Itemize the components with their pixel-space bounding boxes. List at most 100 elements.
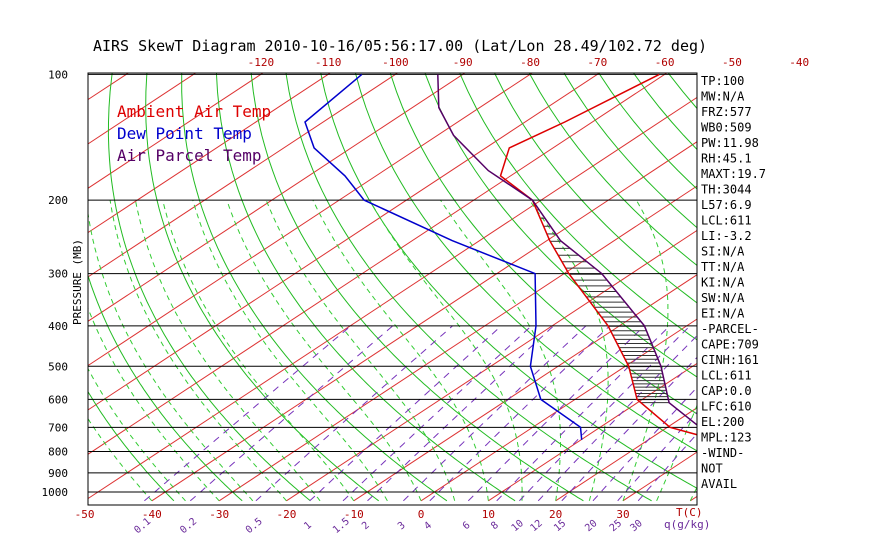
- background-lines: [0, 55, 870, 502]
- dry-adiabat-line: [667, 73, 697, 110]
- dry-adiabat-line: [88, 273, 243, 502]
- top-temp-tick-label: -60: [655, 56, 675, 69]
- isotherm-line: [88, 73, 601, 411]
- index-entry: MPL:123: [701, 431, 752, 445]
- pressure-tick-label: 100: [48, 68, 68, 81]
- moist-adiabat-line: [162, 199, 355, 502]
- dry-adiabat-line: [791, 55, 870, 501]
- pressure-tick-label: 900: [48, 467, 68, 480]
- axis-ticks: 0.1 0.2 0.5 1 1.5 2 3 4 6 8 10 12 15 20 25 301002003004…: [42, 56, 810, 536]
- bottom-temp-tick-label: 0: [418, 508, 425, 521]
- moist-adiabat-line: [622, 199, 669, 501]
- top-temp-tick-label: -40: [789, 56, 809, 69]
- index-entry: L57:6.9: [701, 198, 752, 212]
- mixing-ratio-tick-label: 8: [489, 520, 501, 532]
- index-entry: WB0:509: [701, 121, 752, 135]
- index-entry: PW:11.98: [701, 136, 759, 150]
- index-entry: CAPE:709: [701, 338, 759, 352]
- moist-adiabat-line: [88, 417, 153, 502]
- bottom-temp-tick-label: -20: [277, 508, 297, 521]
- index-entry: KI:N/A: [701, 276, 745, 290]
- dry-adiabat-line: [757, 55, 870, 501]
- moist-adiabat-line: [528, 199, 609, 501]
- legend-entry: Air Parcel Temp: [117, 146, 262, 165]
- mixing-ratio-tick-label: 4: [422, 520, 434, 532]
- index-entry: CINH:161: [701, 353, 759, 367]
- dry-adiabat-line: [320, 73, 697, 489]
- mixing-ratio-line: [561, 356, 697, 502]
- mixing-ratio-line: [496, 325, 671, 502]
- mixing-ratio-line: [144, 325, 352, 502]
- mixing-ratio-tick-label: 1: [302, 520, 314, 532]
- moist-adiabat-line: [369, 199, 523, 501]
- dry-adiabat-line: [459, 73, 697, 341]
- top-temp-tick-label: -100: [382, 56, 409, 69]
- mixing-ratio-line: [617, 411, 697, 502]
- isotherm-line: [0, 55, 21, 501]
- pressure-tick-label: 800: [48, 446, 68, 459]
- isotherm-line: [88, 73, 332, 234]
- isobars: [88, 73, 697, 493]
- dry-adiabat-line: [494, 73, 697, 304]
- profile-line: [499, 73, 697, 436]
- moist-adiabat-line: [192, 199, 388, 502]
- dry-adiabat-line: [354, 73, 697, 452]
- mixing-ratio-tick-label: 6: [461, 520, 473, 532]
- pressure-tick-label: 200: [48, 194, 68, 207]
- mixing-ratio-tick-label: 12: [528, 518, 544, 534]
- pressure-tick-label: 600: [48, 393, 68, 406]
- index-entry: AVAIL: [701, 477, 737, 491]
- dry-adiabat-line: [88, 390, 175, 502]
- dry-adiabat-line: [181, 73, 448, 502]
- mixing-ratio-line: [403, 325, 587, 502]
- index-entry: EI:N/A: [701, 307, 745, 321]
- plot-frame: [87, 72, 698, 506]
- dry-adiabat-line: [145, 73, 379, 502]
- mixing-ratio-line: [255, 325, 453, 502]
- isotherm-line: [88, 73, 399, 278]
- legend-entry: Ambient Air Temp: [117, 102, 271, 121]
- moist-adiabat-line: [312, 199, 489, 501]
- x-unit-label: T(C): [676, 506, 703, 519]
- bottom-temp-tick-label: -40: [142, 508, 162, 521]
- top-temp-tick-label: -50: [722, 56, 742, 69]
- mixing-ratio-tick-label: 3: [396, 520, 408, 532]
- mixing-ratio-tick-label: 0.2: [178, 516, 199, 536]
- index-entry: TT:N/A: [701, 260, 745, 274]
- moist-adiabat-line: [88, 306, 220, 502]
- pressure-tick-label: 400: [48, 320, 68, 333]
- top-temp-tick-label: -110: [315, 56, 342, 69]
- top-temp-tick-label: -120: [248, 56, 275, 69]
- mixing-ratio-tick-label: 10: [510, 518, 526, 534]
- profiles: [304, 73, 697, 440]
- legend: Ambient Air Temp Dew Point Temp Air Parcel…: [117, 102, 271, 165]
- isotherm-line: [88, 73, 466, 322]
- dry-adiabat-line: [215, 73, 516, 502]
- index-entry: TP:100: [701, 74, 744, 88]
- index-entry: MAXT:19.7: [701, 167, 766, 181]
- mixing-ratio-line: [519, 325, 691, 502]
- dry-adiabat-line: [858, 55, 870, 501]
- dry-adiabat-line: [250, 73, 584, 502]
- mixing-ratio-tick-label: 2: [360, 520, 372, 532]
- index-entry: TH:3044: [701, 183, 752, 197]
- mixing-ratio-line: [537, 335, 697, 502]
- mixing-ratio-line: [309, 325, 502, 502]
- pressure-tick-label: 500: [48, 360, 68, 373]
- moist-adiabat-line: [109, 200, 287, 502]
- isotherm-line: [88, 73, 264, 189]
- mixing-ratio-tick-label: 0.5: [244, 516, 265, 536]
- mixing-ratio-line: [342, 325, 532, 502]
- top-temp-tick-label: -90: [453, 56, 473, 69]
- pressure-tick-label: 700: [48, 421, 68, 434]
- index-entry: LCL:611: [701, 369, 752, 383]
- mixing-ratio-line: [367, 325, 555, 502]
- chart-title: AIRS SkewT Diagram 2010-10-16/05:56:17.0…: [93, 37, 707, 55]
- index-entry: MW:N/A: [701, 90, 745, 104]
- index-entry: LCL:611: [701, 214, 752, 228]
- index-entry: NOT: [701, 462, 723, 476]
- bottom-temp-tick-label: 20: [549, 508, 562, 521]
- legend-entry: Dew Point Temp: [117, 124, 252, 143]
